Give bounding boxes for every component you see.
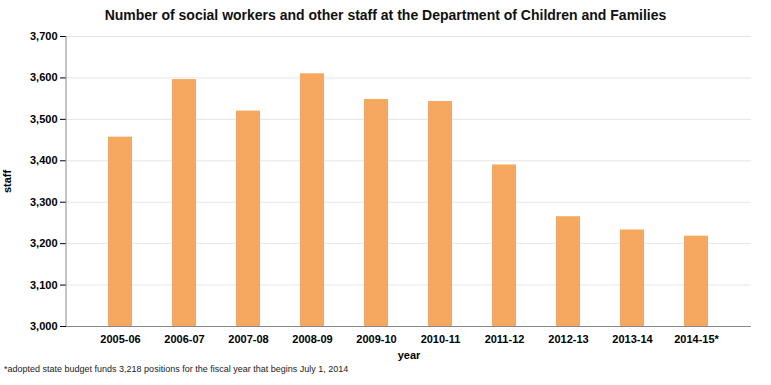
svg-text:3,100: 3,100 (30, 279, 58, 291)
svg-text:3,700: 3,700 (30, 30, 58, 42)
svg-text:2005-06: 2005-06 (100, 333, 140, 345)
svg-text:3,300: 3,300 (30, 196, 58, 208)
html-text:Number of social workers and o: Number of social workers and other staff… (104, 7, 667, 23)
html-text:*adopted state budget funds 3,: *adopted state budget funds 3,218 positi… (4, 364, 349, 374)
svg-text:staff: staff (1, 170, 13, 194)
svg-text:2006-07: 2006-07 (164, 333, 204, 345)
svg-text:3,600: 3,600 (30, 71, 58, 83)
svg-text:3,400: 3,400 (30, 154, 58, 166)
svg-text:3,000: 3,000 (30, 320, 58, 332)
svg-text:3,200: 3,200 (30, 237, 58, 249)
svg-text:2011-12: 2011-12 (485, 333, 525, 345)
svg-text:2012-13: 2012-13 (548, 333, 588, 345)
svg-text:2007-08: 2007-08 (228, 333, 268, 345)
svg-text:2009-10: 2009-10 (356, 333, 396, 345)
svg-text:2010-11: 2010-11 (421, 333, 461, 345)
svg-text:year: year (398, 349, 421, 361)
svg-text:2014-15*: 2014-15* (674, 333, 719, 345)
svg-text:3,500: 3,500 (30, 113, 58, 125)
svg-text:2008-09: 2008-09 (292, 333, 332, 345)
svg-text:2013-14: 2013-14 (612, 333, 653, 345)
